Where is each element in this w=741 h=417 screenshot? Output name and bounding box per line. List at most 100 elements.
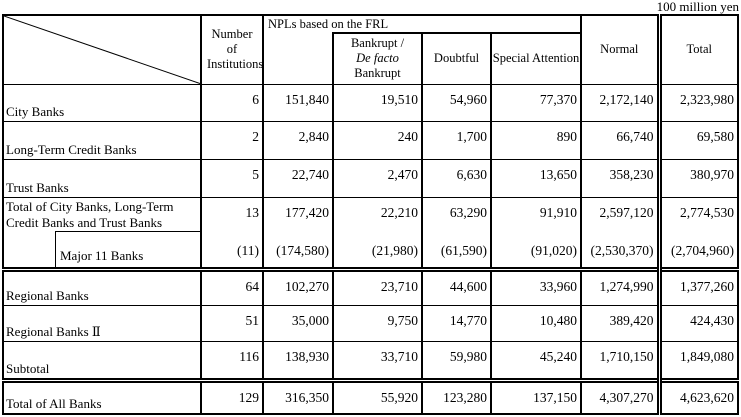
cell-npl: 2,840 bbox=[262, 120, 334, 160]
cell-normal: 66,740 bbox=[580, 120, 661, 160]
cell-normal: 389,420 bbox=[580, 304, 661, 342]
col-header-normal: Normal bbox=[580, 14, 661, 85]
cell-total: 1,377,260 bbox=[656, 266, 740, 306]
cell-doubtful: 1,700 bbox=[421, 120, 492, 160]
cell-npl: 316,350 bbox=[262, 377, 334, 415]
header-row-sub: Bankrupt / De facto Bankrupt Doubtful Sp… bbox=[3, 32, 738, 85]
row-subtotal: Subtotal 116 138,930 33,710 59,980 45,24… bbox=[2, 340, 740, 381]
cell-institutions: 116 bbox=[200, 340, 264, 381]
row-label-major-11-banks: Major 11 Banks bbox=[55, 230, 199, 267]
cell-doubtful: 6,630 bbox=[421, 158, 492, 198]
cell-npl: 138,930 bbox=[262, 340, 334, 381]
cell-normal: 4,307,270 bbox=[580, 377, 661, 415]
cell-bankrupt: 22,210 bbox=[332, 196, 423, 231]
unit-label: 100 million yen bbox=[656, 0, 739, 14]
cell-institutions: 129 bbox=[200, 377, 264, 415]
cell-special-attention: (91,020) bbox=[489, 231, 583, 270]
row-label: City Banks bbox=[2, 83, 202, 122]
cell-institutions: 64 bbox=[200, 266, 264, 306]
major-11-banks-text: Major 11 Banks bbox=[60, 247, 144, 263]
cell-institutions: 51 bbox=[200, 304, 264, 342]
cell-special-attention: 45,240 bbox=[489, 340, 583, 381]
cell-total: 4,623,620 bbox=[656, 377, 740, 415]
row-label: Regional Banks Ⅱ bbox=[2, 304, 202, 342]
cell-institutions: 5 bbox=[200, 158, 264, 198]
cell-doubtful: (61,590) bbox=[421, 231, 492, 270]
cell-bankrupt: 19,510 bbox=[332, 83, 423, 122]
row-label: Long-Term Credit Banks bbox=[2, 120, 202, 160]
cell-bankrupt: 240 bbox=[332, 120, 423, 160]
bankrupt-label-line1: Bankrupt / bbox=[350, 36, 405, 51]
row-major-11-banks-values: (11) (174,580) (21,980) (61,590) (91,020… bbox=[3, 231, 740, 270]
cell-bankrupt: 55,920 bbox=[332, 377, 423, 415]
cell-doubtful: 14,770 bbox=[421, 304, 492, 342]
row-label: Subtotal bbox=[2, 340, 202, 381]
cell-normal: (2,530,370) bbox=[580, 231, 661, 270]
cell-total: 424,430 bbox=[656, 304, 740, 342]
cell-bankrupt: 9,750 bbox=[332, 304, 423, 342]
row-label: Total of All Banks bbox=[2, 377, 202, 415]
cell-special-attention: 137,150 bbox=[489, 377, 583, 415]
cell-normal: 1,710,150 bbox=[580, 340, 661, 381]
cell-total: 2,774,530 bbox=[656, 196, 740, 231]
npl-frl-table: Number of Institutions NPLs based on the… bbox=[2, 14, 740, 415]
col-header-total: Total bbox=[656, 14, 740, 85]
col-header-institutions: Number of Institutions bbox=[200, 14, 264, 85]
row-regional-banks: Regional Banks 64 102,270 23,710 44,600 … bbox=[2, 266, 740, 306]
cell-doubtful: 63,290 bbox=[421, 196, 492, 231]
diagonal-divider bbox=[4, 16, 200, 84]
row-long-term-credit-banks: Long-Term Credit Banks 2 2,840 240 1,700… bbox=[2, 120, 740, 160]
col-header-doubtful: Doubtful bbox=[421, 32, 492, 85]
cell-doubtful: 54,960 bbox=[421, 83, 492, 122]
col-header-npl-amount bbox=[262, 33, 334, 85]
row-trust-banks: Trust Banks 5 22,740 2,470 6,630 13,650 … bbox=[2, 158, 740, 198]
cell-total: 2,323,980 bbox=[656, 83, 740, 122]
cell-doubtful: 123,280 bbox=[421, 377, 492, 415]
cell-npl: 177,420 bbox=[262, 196, 334, 231]
cell-normal: 1,274,990 bbox=[580, 266, 661, 306]
cell-institutions: 6 bbox=[200, 83, 264, 122]
cell-doubtful: 44,600 bbox=[421, 266, 492, 306]
row-label: Trust Banks bbox=[2, 158, 202, 198]
cell-bankrupt: 33,710 bbox=[332, 340, 423, 381]
cell-total: 1,849,080 bbox=[656, 340, 740, 381]
cell-special-attention: 10,480 bbox=[489, 304, 583, 342]
header-row-group: Number of Institutions NPLs based on the… bbox=[2, 14, 740, 85]
corner-cell bbox=[2, 14, 202, 85]
cell-special-attention: 91,910 bbox=[489, 196, 583, 231]
row-total-major-banks: Total of City Banks, Long-Term Credit Ba… bbox=[2, 196, 740, 270]
cell-special-attention: 13,650 bbox=[489, 158, 583, 198]
bankrupt-label-defacto: De facto bbox=[356, 51, 399, 66]
cell-institutions: 2 bbox=[200, 120, 264, 160]
cell-npl: (174,580) bbox=[262, 231, 334, 270]
row-city-banks: City Banks 6 151,840 19,510 54,960 77,37… bbox=[2, 83, 740, 122]
col-group-header-npl: NPLs based on the FRL bbox=[261, 14, 583, 33]
cell-institutions: (11) bbox=[200, 231, 264, 270]
cell-normal: 2,172,140 bbox=[580, 83, 661, 122]
cell-special-attention: 33,960 bbox=[489, 266, 583, 306]
cell-normal: 358,230 bbox=[580, 158, 661, 198]
col-header-bankrupt: Bankrupt / De facto Bankrupt bbox=[332, 32, 423, 85]
cell-npl: 102,270 bbox=[262, 266, 334, 306]
cell-npl: 151,840 bbox=[262, 83, 334, 122]
col-header-special-attention: Special Attention bbox=[489, 32, 583, 85]
cell-special-attention: 890 bbox=[489, 120, 583, 160]
bankrupt-label-line2: Bankrupt bbox=[354, 66, 401, 81]
cell-institutions: 13 bbox=[200, 196, 264, 231]
row-label: Total of City Banks, Long-Term Credit Ba… bbox=[6, 198, 174, 230]
row-label-merged: Total of City Banks, Long-Term Credit Ba… bbox=[2, 196, 202, 270]
cell-bankrupt: 2,470 bbox=[332, 158, 423, 198]
cell-doubtful: 59,980 bbox=[421, 340, 492, 381]
cell-normal: 2,597,120 bbox=[580, 196, 661, 231]
cell-bankrupt: 23,710 bbox=[332, 266, 423, 306]
cell-special-attention: 77,370 bbox=[489, 83, 583, 122]
cell-npl: 22,740 bbox=[262, 158, 334, 198]
cell-npl: 35,000 bbox=[262, 304, 334, 342]
row-total-all-banks: Total of All Banks 129 316,350 55,920 12… bbox=[2, 377, 740, 415]
row-regional-banks-2: Regional Banks Ⅱ 51 35,000 9,750 14,770 … bbox=[2, 304, 740, 342]
cell-total: (2,704,960) bbox=[656, 231, 740, 270]
cell-bankrupt: (21,980) bbox=[332, 231, 423, 270]
cell-total: 69,580 bbox=[656, 120, 740, 160]
cell-total: 380,970 bbox=[656, 158, 740, 198]
